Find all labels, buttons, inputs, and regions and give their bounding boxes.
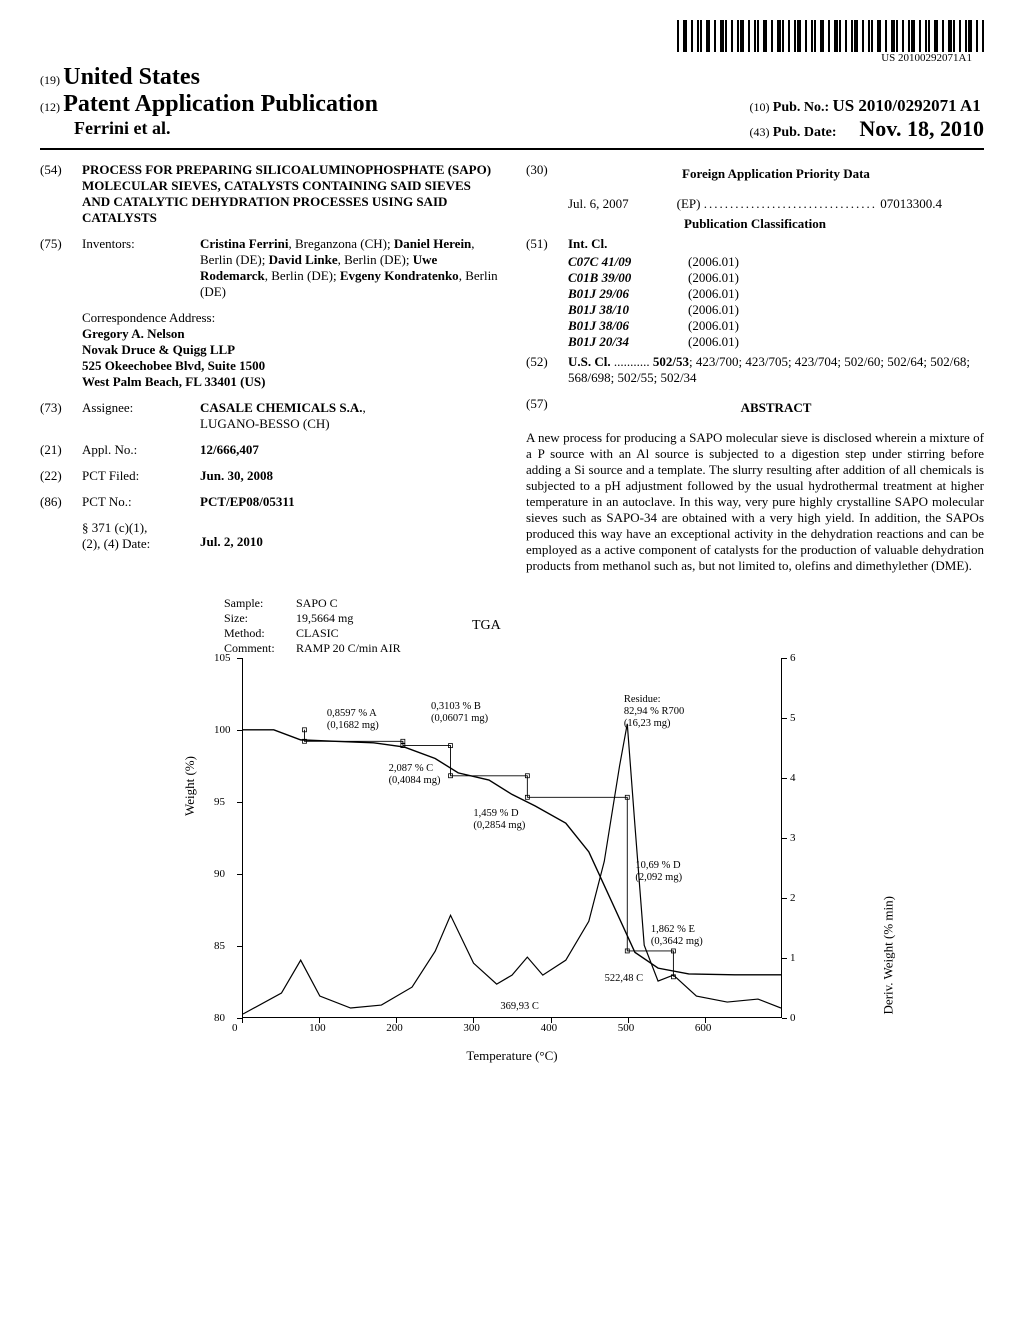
s371-date: Jul. 2, 2010 — [200, 520, 498, 552]
meta-size: 19,5664 mg — [296, 611, 353, 626]
chart-title: TGA — [472, 618, 501, 634]
uscl-first: 502/53 — [653, 354, 689, 369]
pubno: US 2010/0292071 A1 — [832, 96, 980, 115]
title-prefix: (54) — [40, 162, 74, 226]
assignee-prefix: (73) — [40, 400, 74, 432]
applno: 12/666,407 — [200, 442, 498, 458]
pctno-label: PCT No.: — [82, 494, 192, 510]
barcode-text: US 20100292071A1 — [40, 52, 972, 64]
pubclass-title: Publication Classification — [526, 216, 984, 232]
corr-firm: Novak Druce & Quigg LLP — [82, 342, 498, 358]
fpd-num: 07013300.4 — [880, 196, 942, 211]
biblio-columns: (54) PROCESS FOR PREPARING SILICOALUMINO… — [40, 162, 984, 574]
inventors-label: Inventors: — [82, 236, 192, 300]
assignee-body: CASALE CHEMICALS S.A., LUGANO-BESSO (CH) — [200, 400, 498, 432]
fpd-row: Jul. 6, 2007 (EP) ......................… — [568, 196, 942, 212]
s371: § 371 (c)(1), (2), (4) Date: — [82, 520, 192, 552]
uscl-prefix: (52) — [526, 354, 560, 386]
authors: Ferrini et al. — [74, 118, 170, 138]
pubdate-label: Pub. Date: — [773, 125, 837, 140]
inventors-prefix: (75) — [40, 236, 74, 300]
left-column: (54) PROCESS FOR PREPARING SILICOALUMINO… — [40, 162, 498, 574]
pap-prefix: (12) — [40, 100, 60, 114]
assignee-city: LUGANO-BESSO (CH) — [200, 416, 330, 431]
barcode — [677, 20, 984, 52]
fpd-dots: ................................. — [704, 196, 877, 211]
pubno-label: Pub. No.: — [773, 100, 829, 115]
applno-prefix: (21) — [40, 442, 74, 458]
pctfiled-label: PCT Filed: — [82, 468, 192, 484]
corr-city: West Palm Beach, FL 33401 (US) — [82, 374, 498, 390]
correspondence: Correspondence Address: Gregory A. Nelso… — [82, 310, 498, 390]
assignee-name: CASALE CHEMICALS S.A. — [200, 400, 363, 415]
intcl-label: Int. Cl. — [568, 236, 984, 252]
chart-wrap: Sample:SAPO C Size:19,5664 mg Method:CLA… — [40, 596, 984, 1076]
pubdate: Nov. 18, 2010 — [859, 116, 984, 141]
corr-name: Gregory A. Nelson — [82, 326, 498, 342]
abstract-text: A new process for producing a SAPO molec… — [526, 430, 984, 574]
uscl-label: U.S. Cl. — [568, 354, 611, 369]
plot-area — [242, 658, 782, 1018]
country: United States — [63, 64, 200, 90]
pubdate-prefix: (43) — [750, 125, 770, 139]
corr-addr: 525 Okeechobee Blvd, Suite 1500 — [82, 358, 498, 374]
chart-meta: Sample:SAPO C Size:19,5664 mg Method:CLA… — [224, 596, 401, 656]
right-column: (30) Foreign Application Priority Data J… — [526, 162, 984, 574]
applno-label: Appl. No.: — [82, 442, 192, 458]
corr-label: Correspondence Address: — [82, 310, 498, 326]
s371-label1: § 371 (c)(1), — [82, 520, 147, 535]
meta-sample: SAPO C — [296, 596, 338, 611]
meta-method: CLASIC — [296, 626, 339, 641]
uscl-dots: ........... — [614, 354, 650, 369]
barcode-row — [40, 20, 984, 52]
meta-comment: RAMP 20 C/min AIR — [296, 641, 401, 656]
pctno-prefix: (86) — [40, 494, 74, 510]
fpd-country: (EP) — [677, 196, 701, 211]
y-left-label: Weight (%) — [182, 756, 198, 816]
fpd-prefix: (30) — [526, 162, 560, 186]
meta-sample-label: Sample: — [224, 596, 296, 611]
pub-type: Patent Application Publication — [63, 91, 378, 117]
s371-label2: (2), (4) Date: — [82, 536, 150, 551]
fpd-date: Jul. 6, 2007 — [568, 196, 629, 212]
pctfiled-prefix: (22) — [40, 468, 74, 484]
y-right-label: Deriv. Weight (% min) — [880, 896, 896, 1014]
intcl-table: C07C 41/09(2006.01)C01B 39/00(2006.01)B0… — [568, 254, 984, 350]
uscl-body: U.S. Cl. ........... 502/53; 423/700; 42… — [568, 354, 984, 386]
header: (19) United States (12) Patent Applicati… — [40, 64, 984, 150]
us-prefix: (19) — [40, 73, 60, 87]
inventors-list: Cristina Ferrini, Breganzona (CH); Danie… — [200, 236, 498, 300]
tga-chart: Sample:SAPO C Size:19,5664 mg Method:CLA… — [172, 596, 852, 1076]
meta-method-label: Method: — [224, 626, 296, 641]
meta-size-label: Size: — [224, 611, 296, 626]
x-label: Temperature (°C) — [242, 1048, 782, 1064]
abstract-title: ABSTRACT — [568, 400, 984, 416]
meta-comment-label: Comment: — [224, 641, 296, 656]
abstract-prefix: (57) — [526, 396, 560, 420]
assignee-label: Assignee: — [82, 400, 192, 432]
chart-svg — [243, 658, 781, 1017]
invention-title: PROCESS FOR PREPARING SILICOALUMINOPHOSP… — [82, 162, 498, 226]
pctfiled: Jun. 30, 2008 — [200, 468, 498, 484]
pubno-prefix: (10) — [750, 100, 770, 114]
fpd-title: Foreign Application Priority Data — [568, 166, 984, 182]
intcl-prefix: (51) — [526, 236, 560, 252]
pctno: PCT/EP08/05311 — [200, 494, 498, 510]
